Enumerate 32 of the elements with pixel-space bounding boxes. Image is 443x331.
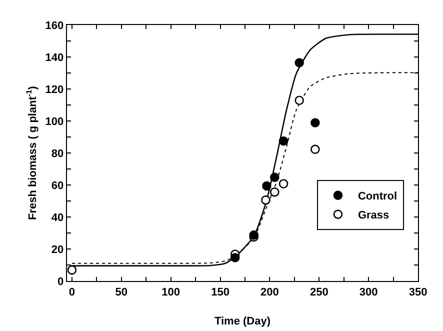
y-tick-label: 120 [45,84,64,96]
x-tick-label: 100 [162,286,180,298]
point [270,172,280,182]
point [310,144,320,154]
y-tick-label: 40 [51,212,64,224]
y-tick-label: 0 [58,276,64,288]
point [270,187,280,197]
y-tick-label: 100 [45,116,64,128]
point [294,96,304,106]
legend-label: Control [358,190,398,203]
point [67,265,77,275]
y-tick-label: 80 [51,148,64,160]
point [261,195,270,205]
x-tick-label: 200 [260,286,279,298]
x-axis-title: Time (Day) [214,315,271,328]
x-tick-label: 150 [211,286,230,298]
point [278,179,288,188]
y-tick-label: 20 [51,244,64,256]
x-tick-label: 350 [408,286,428,298]
y-tick-label: 60 [51,180,64,192]
x-tick-label: 0 [68,286,76,298]
x-tick-label: 300 [359,286,378,298]
x-tick-label: 250 [310,286,328,298]
y-tick-label: 160 [45,20,64,32]
y-tick-label: 140 [45,52,64,64]
x-tick-label: 50 [115,286,128,298]
point [310,118,320,128]
point [294,58,304,68]
legend-label: Grass [358,210,390,222]
point [278,136,288,146]
point [230,252,240,262]
point [262,181,272,191]
